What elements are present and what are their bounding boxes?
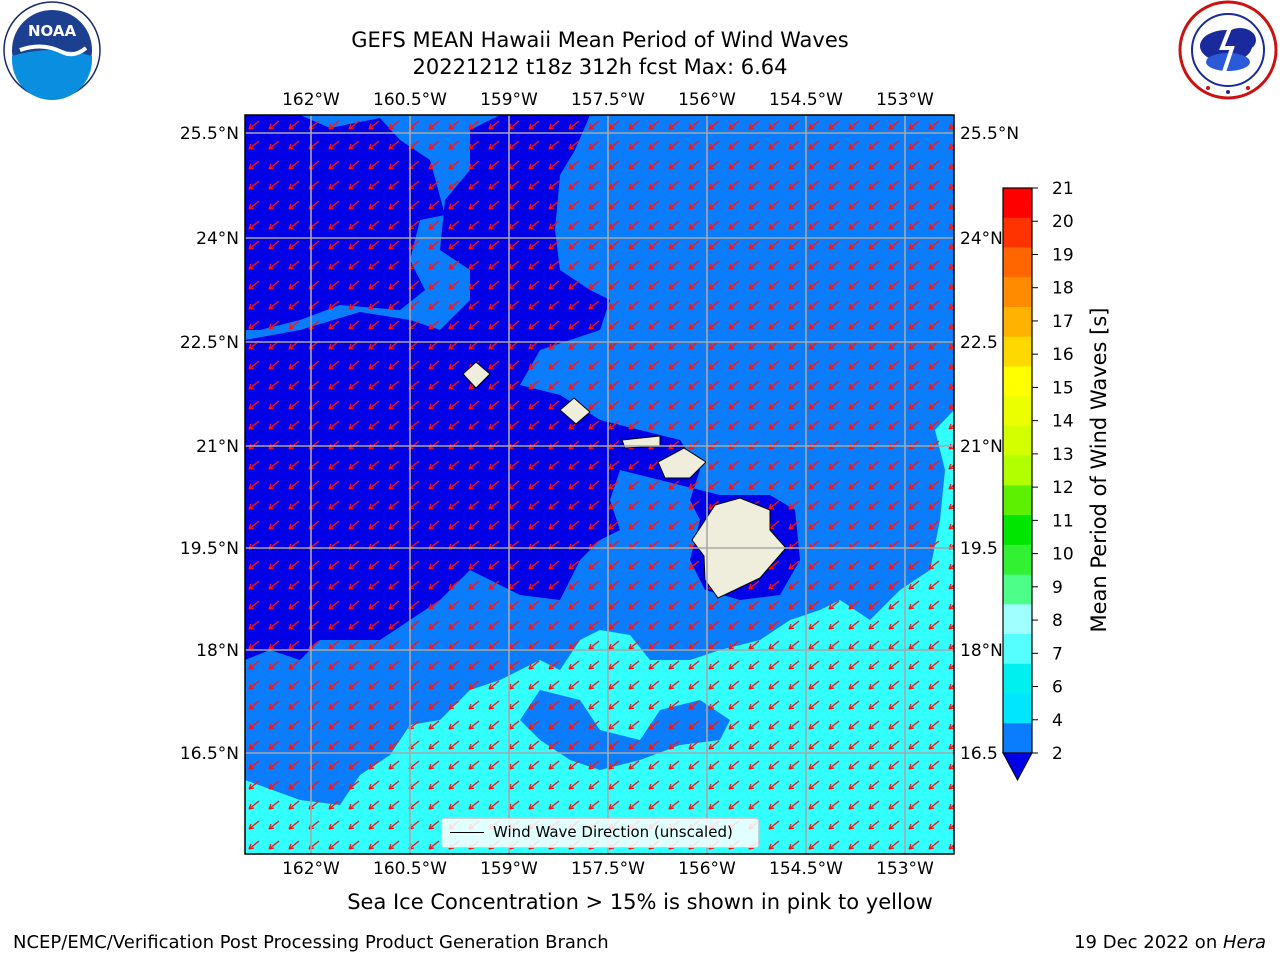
lat-tick-left-3: 22.5°N: [180, 333, 239, 353]
lon-tick-bottom-5: 156°W: [678, 859, 736, 879]
wind-wave-direction-arrows: [245, 115, 954, 854]
colorbar-band: [1003, 634, 1032, 665]
colorbar-bands: [1003, 188, 1032, 754]
lat-tick-right-4: 21°N: [960, 437, 1003, 457]
map-title-line2: 20221212 t18z 312h fcst Max: 6.64: [412, 55, 788, 79]
colorbar-tick-label: 9: [1052, 578, 1063, 598]
colorbar-tick-label: 19: [1052, 245, 1074, 265]
colorbar-band: [1003, 306, 1032, 338]
lat-tick-left-1: 25.5°N: [180, 124, 239, 144]
colorbar-band: [1003, 485, 1032, 516]
colorbar-under-triangle: [1002, 752, 1033, 782]
colorbar-tick-label: 17: [1052, 312, 1074, 332]
footer-date: 19 Dec 2022 on Hera: [1074, 932, 1266, 953]
lon-tick-top-3: 159°W: [480, 90, 538, 110]
lat-tick-right-3: 22.5: [960, 333, 998, 353]
colorbar-band: [1003, 693, 1032, 724]
lon-tick-top-5: 156°W: [678, 90, 736, 110]
colorbar-tick-label: 13: [1052, 445, 1074, 465]
lon-tick-top-7: 153°W: [876, 90, 934, 110]
island-oahu: [559, 397, 591, 425]
colorbar-ticks: 21 20 19 18 17 16 15 14 13 12 11 10 9 8 7 6 4 2: [1032, 179, 1074, 764]
lat-tick-left-4: 21°N: [196, 437, 239, 457]
colorbar-tick-label: 14: [1052, 412, 1074, 432]
map-gridlines: [245, 115, 954, 854]
lon-tick-top-4: 157.5°W: [571, 90, 645, 110]
lon-tick-bottom-7: 153°W: [876, 859, 934, 879]
colorbar: 21 20 19 18 17 16 15 14 13 12 11 10 9 8 7 6 4 2 Mean Peri…: [1002, 179, 1111, 782]
colorbar-band: [1003, 455, 1032, 486]
lat-tick-right-1: 25.5°N: [960, 124, 1019, 144]
lon-tick-bottom-6: 154.5°W: [769, 859, 843, 879]
colorbar-tick-label: 20: [1052, 212, 1074, 232]
lat-tick-left-7: 16.5°N: [180, 744, 239, 764]
noaa-logo-text: NOAA: [28, 22, 77, 40]
footer-date-text: 19 Dec 2022 on: [1074, 932, 1223, 953]
lon-tick-bottom-2: 160.5°W: [373, 859, 447, 879]
colorbar-tick-label: 4: [1052, 711, 1063, 731]
lon-tick-bottom-4: 157.5°W: [571, 859, 645, 879]
colorbar-tick-label: 16: [1052, 345, 1074, 365]
map-frame: [244, 114, 955, 855]
footer-credit: NCEP/EMC/Verification Post Processing Pr…: [13, 932, 609, 953]
lon-tick-bottom-3: 159°W: [480, 859, 538, 879]
colorbar-band: [1003, 544, 1032, 576]
lon-tick-top-2: 160.5°W: [373, 90, 447, 110]
lon-tick-top-6: 154.5°W: [769, 90, 843, 110]
colorbar-band: [1003, 515, 1032, 546]
colorbar-frame: [1002, 187, 1033, 754]
colorbar-band: [1003, 366, 1032, 397]
legend-label: Wind Wave Direction (unscaled): [493, 823, 733, 841]
lon-tick-bottom-1: 162°W: [282, 859, 340, 879]
map-title-line1: GEFS MEAN Hawaii Mean Period of Wind Wav…: [351, 28, 849, 52]
map-legend: Wind Wave Direction (unscaled): [441, 818, 759, 848]
colorbar-tick-label: 11: [1052, 511, 1074, 531]
footer-host: Hera: [1222, 932, 1266, 953]
lat-tick-right-7: 16.5: [960, 744, 998, 764]
sea-ice-note: Sea Ice Concentration > 15% is shown in …: [347, 890, 933, 914]
colorbar-tick-label: 7: [1052, 644, 1063, 664]
lat-tick-right-2: 24°N: [960, 229, 1003, 249]
colorbar-band: [1003, 663, 1032, 695]
lat-tick-right-5: 19.5: [960, 539, 998, 559]
lat-tick-left-5: 19.5°N: [180, 539, 239, 559]
colorbar-band: [1003, 277, 1032, 308]
noaa-logo-icon: NOAA: [3, 1, 101, 100]
island-maui: [657, 447, 707, 479]
island-kauai: [462, 361, 491, 389]
lat-tick-left-6: 18°N: [196, 641, 239, 661]
colorbar-tick-label: 12: [1052, 478, 1074, 498]
map-plot-area: [245, 115, 954, 854]
colorbar-tick-label: 21: [1052, 179, 1074, 199]
nws-logo-icon: [1178, 0, 1278, 100]
colorbar-band: [1003, 574, 1032, 605]
colorbar-tick-label: 18: [1052, 279, 1074, 299]
colorbar-tick-label: 15: [1052, 378, 1074, 398]
colorbar-tick-label: 8: [1052, 611, 1063, 631]
colorbar-band: [1003, 217, 1032, 248]
colorbar-band: [1003, 336, 1032, 367]
colorbar-tick-label: 6: [1052, 678, 1063, 698]
colorbar-band: [1003, 247, 1032, 278]
lat-tick-left-2: 24°N: [196, 229, 239, 249]
colorbar-band: [1003, 188, 1032, 219]
lon-tick-top-1: 162°W: [282, 90, 340, 110]
colorbar-band: [1003, 396, 1032, 427]
colorbar-tick-label: 10: [1052, 545, 1074, 565]
colorbar-band: [1003, 723, 1032, 754]
colorbar-label: Mean Period of Wind Waves [s]: [1087, 308, 1111, 633]
lat-tick-right-6: 18°N: [960, 641, 1003, 661]
legend-line-swatch: [450, 832, 484, 833]
colorbar-tick-label: 2: [1052, 744, 1063, 764]
colorbar-band: [1003, 604, 1032, 635]
colorbar-band: [1003, 425, 1032, 457]
